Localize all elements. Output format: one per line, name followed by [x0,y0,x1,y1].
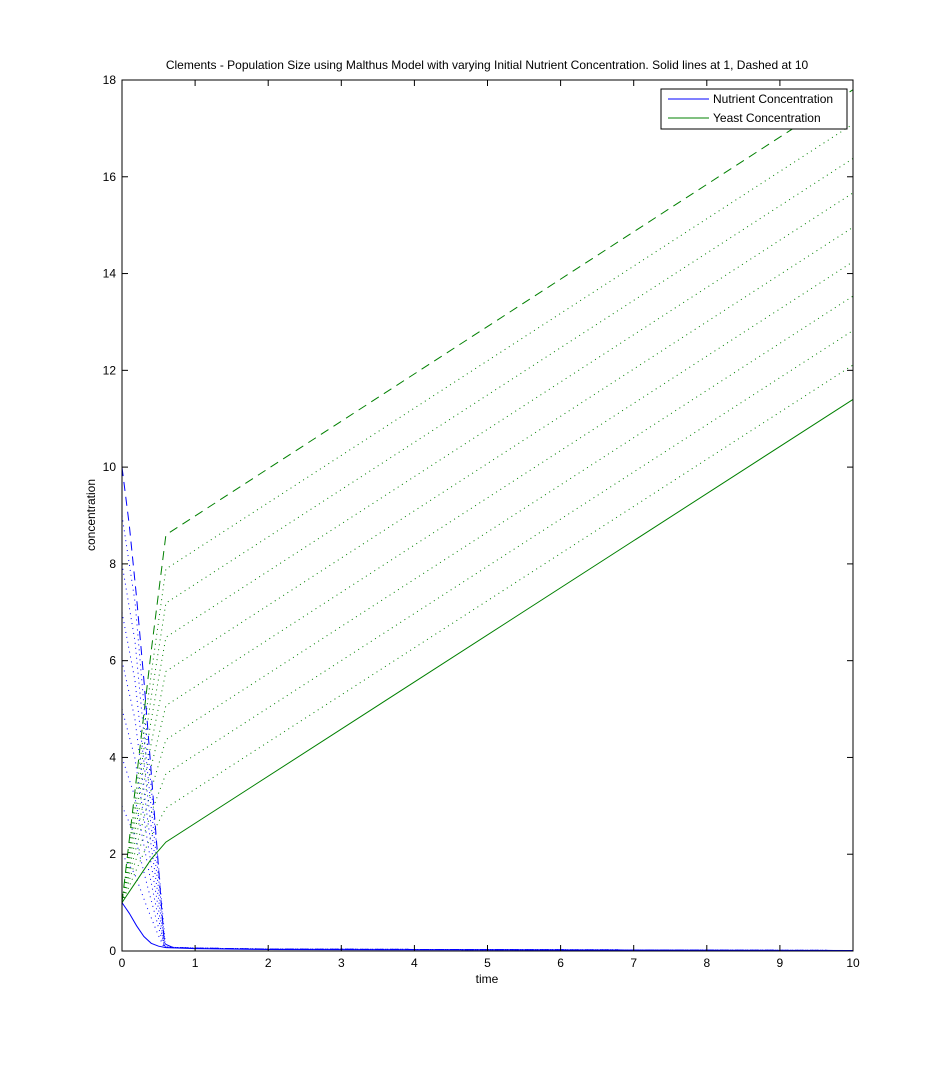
y-tick-label: 12 [103,363,117,377]
y-tick-label: 8 [109,557,116,571]
x-tick-label: 10 [846,956,860,970]
y-tick-label: 2 [109,847,116,861]
y-tick-label: 6 [109,654,116,668]
yeast-line-initial-9 [121,123,854,903]
x-tick-label: 2 [265,956,272,970]
x-tick-label: 8 [703,956,710,970]
legend-label-yeast: Yeast Concentration [713,111,821,125]
x-tick-label: 1 [192,956,199,970]
nutrient-line-initial-3 [121,805,854,951]
y-axis-label: concentration [84,479,98,551]
x-axis-ticks: 0 1 2 3 4 5 6 7 8 9 10 [119,80,860,970]
x-axis-label: time [476,972,499,986]
x-tick-label: 7 [630,956,637,970]
chart-title: Clements - Population Size using Malthus… [166,58,809,72]
x-tick-label: 4 [411,956,418,970]
y-tick-label: 4 [109,750,116,764]
yeast-line-initial-8 [121,158,854,903]
legend: Nutrient Concentration Yeast Concentrati… [660,88,848,130]
x-tick-label: 9 [777,956,784,970]
y-tick-label: 18 [103,73,117,87]
y-tick-label: 16 [103,170,117,184]
plot-lines [121,89,854,951]
legend-box [660,88,848,130]
y-tick-label: 10 [103,460,117,474]
x-tick-label: 5 [484,956,491,970]
y-tick-label: 14 [103,267,117,281]
x-tick-label: 3 [338,956,345,970]
x-tick-label: 0 [119,956,126,970]
x-tick-label: 6 [557,956,564,970]
yeast-line-solid-initial-1 [121,398,854,903]
y-axis-ticks: 0 2 4 6 8 10 12 14 16 18 [103,73,853,958]
y-tick-label: 0 [109,944,116,958]
legend-label-nutrient: Nutrient Concentration [713,92,833,106]
nutrient-line-dashed-initial-10 [121,467,854,951]
